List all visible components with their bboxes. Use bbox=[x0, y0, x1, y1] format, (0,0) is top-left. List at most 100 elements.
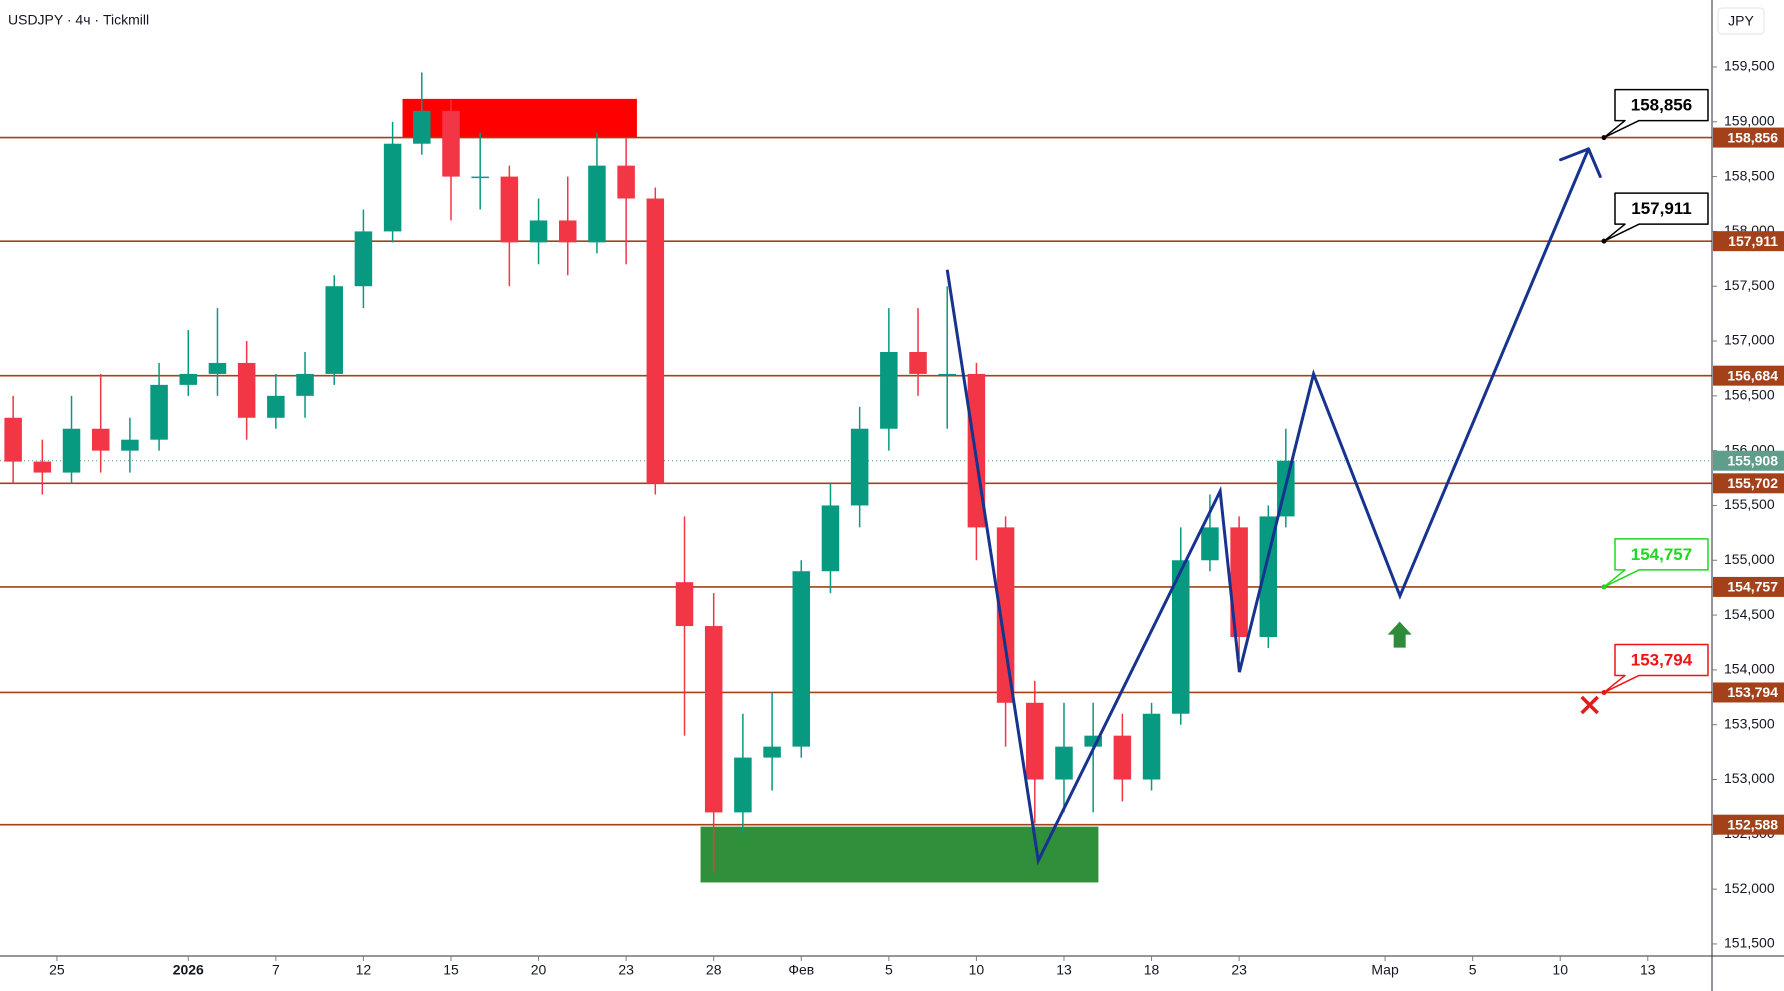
candle-body bbox=[1113, 735, 1132, 780]
y-tick-label: 154,500 bbox=[1724, 606, 1775, 622]
level-price-label: 153,794 bbox=[1727, 684, 1778, 700]
currency-label: JPY bbox=[1728, 13, 1754, 29]
candle-body bbox=[880, 351, 898, 429]
candle-body bbox=[1171, 560, 1190, 714]
candle-body bbox=[588, 165, 606, 243]
stop-cross bbox=[1580, 695, 1599, 715]
candle-body bbox=[62, 428, 81, 473]
level-price-tag bbox=[1713, 682, 1784, 703]
x-tick-label: 25 bbox=[49, 962, 65, 978]
x-tick-label: 28 bbox=[706, 962, 722, 978]
candle-body bbox=[938, 373, 956, 376]
candle-body bbox=[792, 571, 811, 747]
candle-body bbox=[500, 176, 519, 243]
y-tick-label: 157,500 bbox=[1724, 277, 1775, 293]
y-tick-label: 155,000 bbox=[1724, 551, 1775, 567]
zone bbox=[402, 98, 637, 138]
y-tick-label: 159,500 bbox=[1724, 58, 1775, 74]
x-tick-label: Фев bbox=[788, 962, 814, 978]
y-tick-label: 157,000 bbox=[1724, 332, 1775, 348]
candle-body bbox=[4, 417, 22, 462]
level-price-label: 155,702 bbox=[1727, 475, 1778, 491]
level-price-tag bbox=[1713, 127, 1784, 148]
candle-body bbox=[150, 384, 168, 440]
x-tick-label: 13 bbox=[1640, 962, 1656, 978]
x-tick-label: 7 bbox=[272, 962, 280, 978]
x-tick-label: 23 bbox=[618, 962, 634, 978]
candle-body bbox=[442, 110, 460, 177]
callout-label: 158,856 bbox=[1631, 96, 1692, 115]
level-price-tag bbox=[1713, 473, 1784, 494]
x-tick-label: 15 bbox=[443, 962, 459, 978]
y-tick-label: 151,500 bbox=[1724, 935, 1775, 951]
forecast-arrowhead bbox=[1587, 147, 1602, 178]
candle-body bbox=[1230, 527, 1248, 638]
currency-box bbox=[1717, 7, 1765, 35]
candle-body bbox=[996, 527, 1015, 703]
candle-body bbox=[646, 198, 665, 484]
level-price-label: 157,911 bbox=[1728, 233, 1778, 249]
candle-body bbox=[1259, 516, 1278, 638]
x-tick-label: 18 bbox=[1144, 962, 1160, 978]
zone bbox=[700, 826, 1099, 883]
y-tick-label: 158,500 bbox=[1724, 167, 1775, 183]
y-tick-label: 152,000 bbox=[1724, 880, 1775, 896]
x-tick-label: 10 bbox=[1552, 962, 1568, 978]
candle-body bbox=[325, 286, 343, 374]
last-price-tag bbox=[1713, 450, 1784, 471]
x-tick-label: 5 bbox=[1469, 962, 1477, 978]
candle-body bbox=[296, 373, 314, 396]
candle-body bbox=[675, 582, 694, 627]
candle-body bbox=[471, 176, 489, 179]
y-tick-label: 153,000 bbox=[1724, 770, 1775, 786]
chart-title: USDJPY · 4ч · Tickmill bbox=[8, 12, 149, 28]
forecast-arrowhead bbox=[1559, 147, 1591, 162]
candle-body bbox=[354, 231, 373, 287]
candle-body bbox=[617, 165, 635, 199]
candle-body bbox=[267, 395, 285, 418]
x-tick-label: 2026 bbox=[173, 962, 204, 978]
candle-body bbox=[121, 439, 139, 451]
candle-body bbox=[1084, 735, 1102, 747]
y-tick-label: 159,000 bbox=[1724, 112, 1775, 128]
level-price-label: 156,684 bbox=[1727, 367, 1778, 383]
y-tick-label: 156,500 bbox=[1724, 387, 1775, 403]
x-tick-label: 10 bbox=[969, 962, 985, 978]
candle-body bbox=[1201, 527, 1219, 561]
level-price-tag bbox=[1713, 814, 1784, 835]
candle-body bbox=[91, 428, 110, 451]
candle-body bbox=[1142, 713, 1161, 780]
y-tick-label: 154,000 bbox=[1724, 661, 1775, 677]
candle-body bbox=[704, 626, 723, 813]
x-tick-label: Мар bbox=[1371, 962, 1399, 978]
callout-box bbox=[1603, 643, 1709, 694]
level-price-tag bbox=[1713, 365, 1784, 386]
candle-body bbox=[558, 220, 577, 243]
y-tick-label: 155,500 bbox=[1724, 496, 1775, 512]
plot-area: 158,856 157,911 154,757 153,794 bbox=[0, 72, 1712, 883]
level-price-tag bbox=[1713, 231, 1784, 252]
candle-body bbox=[529, 220, 548, 243]
candle-body bbox=[734, 757, 752, 813]
forecast-path bbox=[945, 148, 1590, 866]
level-price-label: 154,757 bbox=[1727, 579, 1778, 595]
x-tick-label: 5 bbox=[885, 962, 893, 978]
candle-body bbox=[1055, 746, 1073, 780]
x-tick-label: 12 bbox=[356, 962, 372, 978]
candle-body bbox=[850, 428, 869, 506]
level-price-label: 152,588 bbox=[1727, 816, 1778, 832]
callout-box bbox=[1603, 538, 1709, 588]
candle-body bbox=[208, 362, 227, 374]
entry-arrow bbox=[1387, 621, 1412, 648]
callout-box bbox=[1603, 192, 1709, 242]
candle-body bbox=[909, 351, 927, 374]
candle-body bbox=[821, 505, 840, 572]
candle-body bbox=[179, 373, 198, 385]
level-price-tag bbox=[1713, 576, 1784, 597]
x-tick-label: 13 bbox=[1056, 962, 1072, 978]
x-tick-label: 20 bbox=[531, 962, 547, 978]
callout-label: 153,794 bbox=[1631, 650, 1693, 669]
candle-body bbox=[1026, 702, 1044, 780]
